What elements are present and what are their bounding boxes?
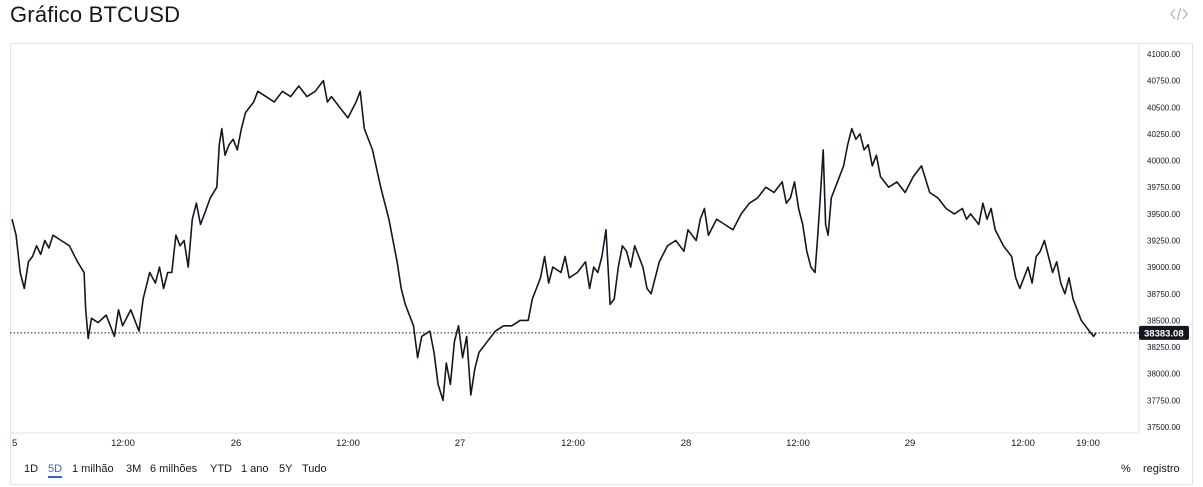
last-price-label: 38383.08 — [1144, 328, 1184, 339]
x-tick-label: 5 — [12, 438, 17, 449]
chart-frame — [10, 43, 1193, 485]
y-tick-label: 40000.00 — [1147, 157, 1181, 166]
price-series-line — [11, 79, 1097, 402]
percent-scale-toggle[interactable]: % — [1121, 463, 1131, 475]
range-ytd[interactable]: YTD — [210, 463, 232, 475]
x-tick-label: 12:00 — [111, 438, 135, 449]
range-1d[interactable]: 1D — [24, 463, 39, 475]
y-tick-label: 39000.00 — [1147, 263, 1181, 272]
x-tick-label: 12:00 — [1011, 438, 1035, 449]
y-tick-label: 40500.00 — [1147, 103, 1181, 112]
x-tick-label: 27 — [455, 438, 466, 449]
x-tick-label: 29 — [905, 438, 916, 449]
y-tick-label: 37750.00 — [1147, 396, 1181, 405]
x-axis: 5 12:00 26 12:00 27 12:00 28 12:00 29 12:00 19:00 — [10, 432, 1139, 449]
chart-title: Gráfico BTCUSD — [10, 2, 181, 27]
range-1m[interactable]: 1 milhão — [72, 463, 114, 475]
range-1y[interactable]: 1 ano — [241, 463, 269, 475]
x-tick-label: 12:00 — [561, 438, 585, 449]
x-tick-label: 12:00 — [336, 438, 360, 449]
log-scale-toggle[interactable]: registro — [1143, 463, 1180, 475]
y-tick-label: 40750.00 — [1147, 77, 1181, 86]
x-tick-label: 26 — [231, 438, 242, 449]
range-6m[interactable]: 6 milhões — [150, 463, 198, 475]
y-tick-label: 39250.00 — [1147, 237, 1181, 246]
y-tick-label: 38000.00 — [1147, 370, 1181, 379]
x-tick-label: 19:00 — [1076, 438, 1100, 449]
range-toolbar: 1D 5D 1 milhão 3M 6 milhões YTD 1 ano 5Y… — [10, 452, 1193, 485]
y-tick-label: 41000.00 — [1147, 50, 1181, 59]
y-axis: 41000.00 40750.00 40500.00 40250.00 40000.00… — [1138, 43, 1181, 433]
range-3m[interactable]: 3M — [126, 463, 142, 475]
y-tick-label: 37500.00 — [1147, 423, 1181, 432]
last-price-badge: 38383.08 — [1139, 325, 1189, 340]
range-5y[interactable]: 5Y — [279, 463, 293, 475]
y-tick-label: 38750.00 — [1147, 290, 1181, 299]
y-tick-label: 39500.00 — [1147, 210, 1181, 219]
x-tick-label: 12:00 — [786, 438, 810, 449]
range-all[interactable]: Tudo — [302, 463, 327, 475]
code-brackets-icon[interactable] — [1169, 6, 1189, 22]
y-tick-label: 38500.00 — [1147, 316, 1181, 325]
y-tick-label: 40250.00 — [1147, 130, 1181, 139]
x-tick-label: 28 — [681, 438, 692, 449]
y-tick-label: 38250.00 — [1147, 343, 1181, 352]
y-tick-label: 39750.00 — [1147, 183, 1181, 192]
price-chart[interactable]: 5 12:00 26 12:00 27 12:00 28 12:00 29 12:00 19:00 … — [10, 43, 1193, 453]
range-5d[interactable]: 5D — [48, 463, 63, 478]
